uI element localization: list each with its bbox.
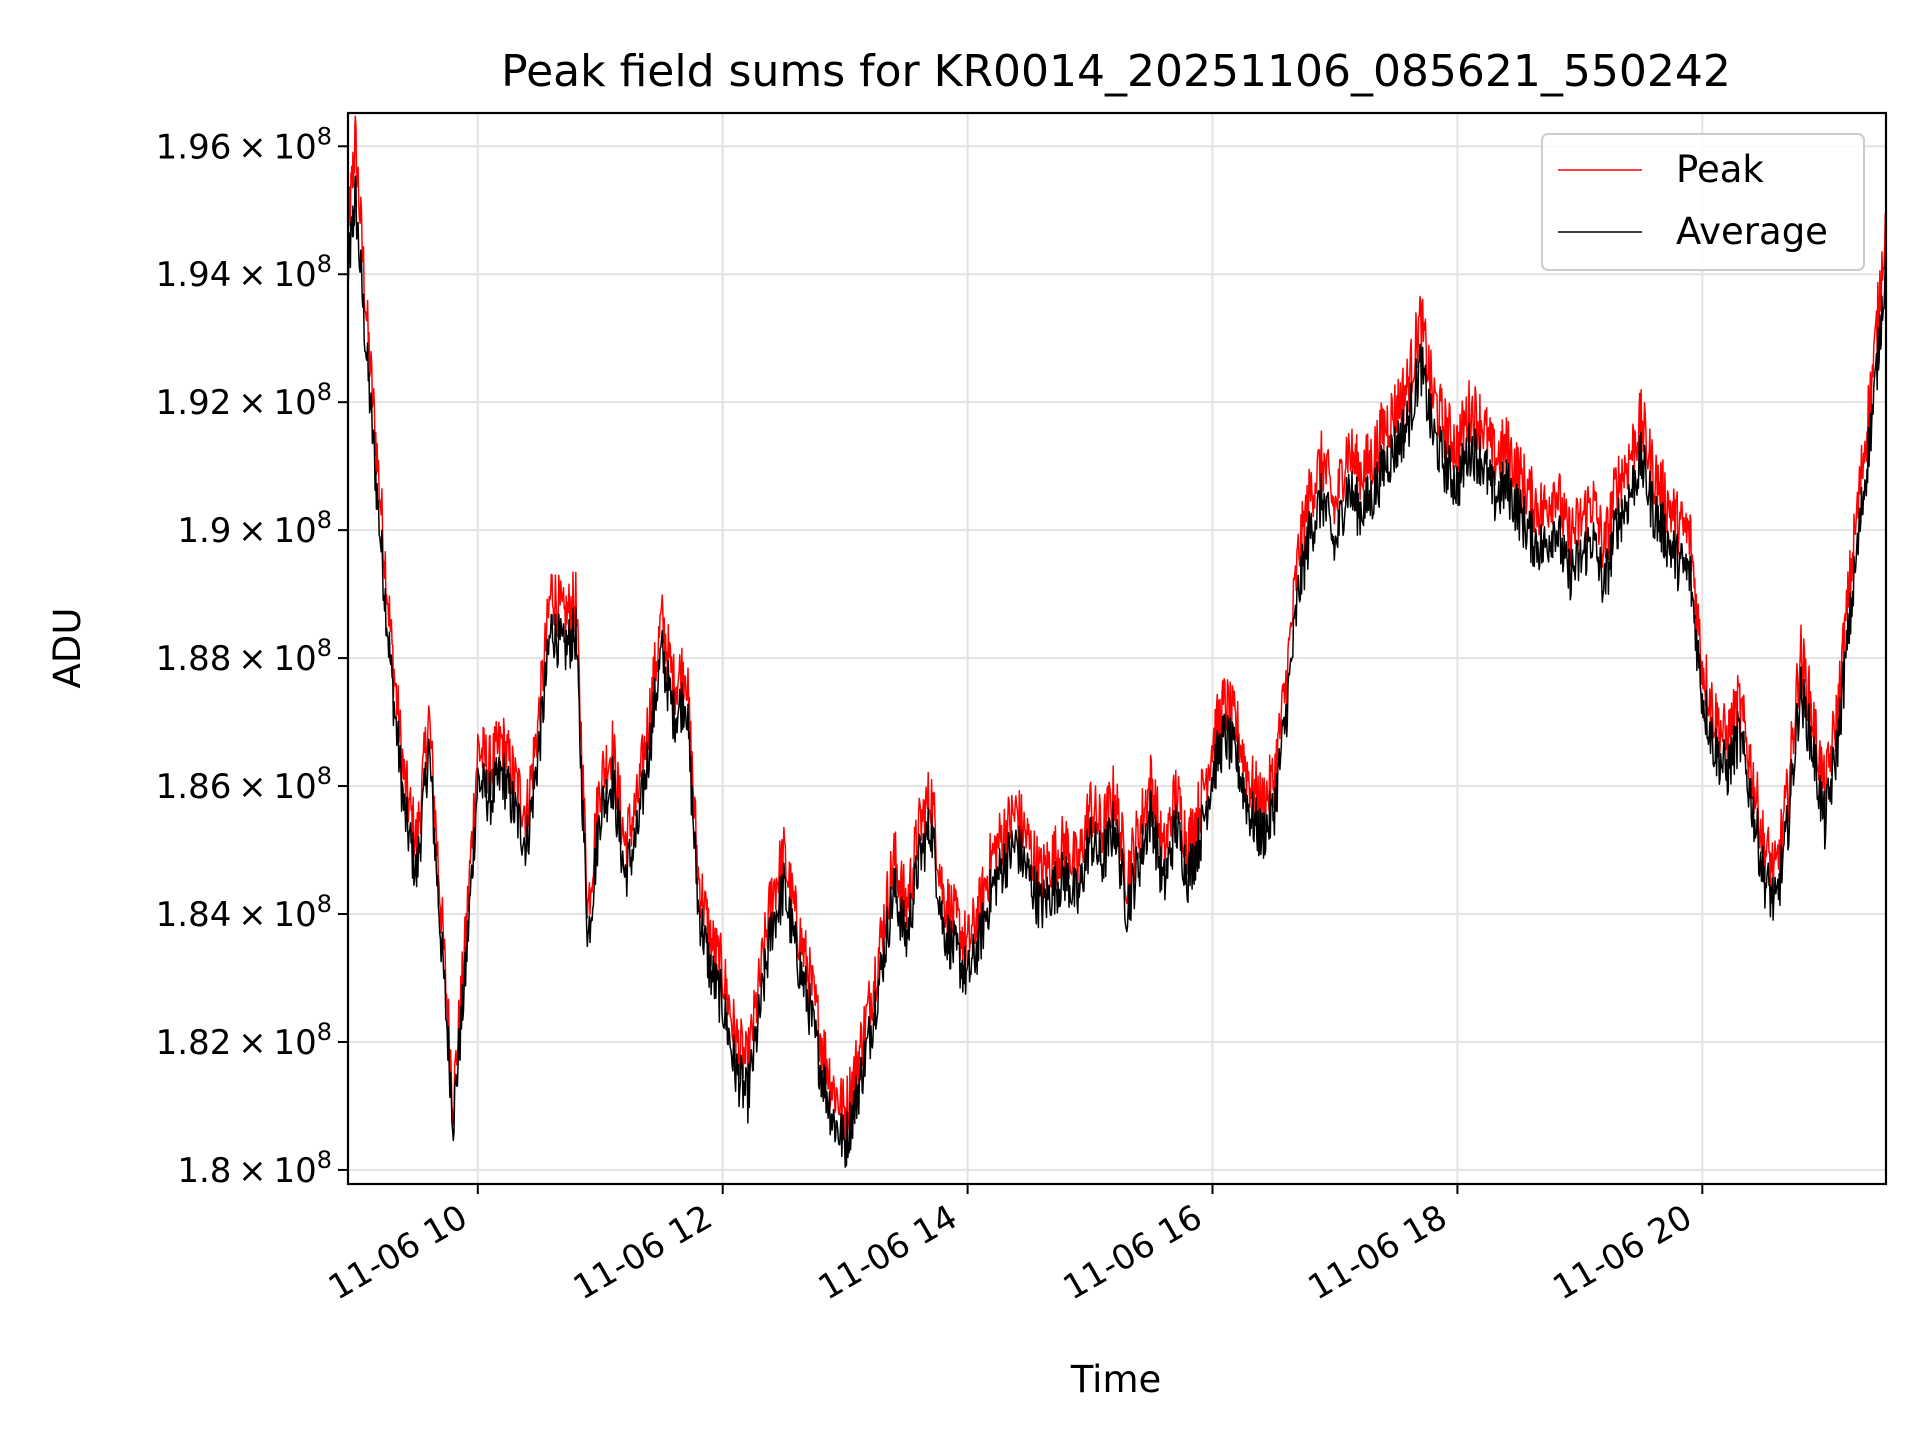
y-tick-label: 1.94 × 108: [156, 250, 332, 295]
y-axis-ticks: 1.8 × 108 1.82 × 108 1.84 × 108 1.86 × 108 1…: [156, 122, 348, 1191]
y-tick-label: 1.8 × 108: [177, 1146, 332, 1191]
y-tick-label: 1.88 × 108: [156, 634, 332, 679]
y-tick-label: 1.86 × 108: [156, 762, 332, 807]
series-lines: [347, 115, 1887, 1168]
x-axis-label: Time: [1070, 1358, 1162, 1401]
y-tick-label: 1.9 × 108: [177, 506, 332, 551]
y-tick-label: 1.92 × 108: [156, 378, 332, 423]
y-tick-label: 1.82 × 108: [156, 1018, 332, 1063]
legend-label-peak: Peak: [1676, 148, 1764, 191]
y-tick-label: 1.84 × 108: [156, 890, 332, 935]
chart-title: Peak field sums for KR0014_20251106_0856…: [501, 46, 1731, 97]
legend-label-average: Average: [1676, 210, 1828, 253]
plot-frame: [346, 111, 1888, 1186]
series-line-peak: [347, 115, 1887, 1140]
y-tick-label: 1.96 × 108: [156, 122, 332, 167]
y-axis-label: ADU: [46, 608, 89, 689]
legend: Peak Average: [1541, 133, 1865, 271]
series-line-average: [347, 175, 1887, 1168]
legend-box: [1541, 133, 1865, 271]
